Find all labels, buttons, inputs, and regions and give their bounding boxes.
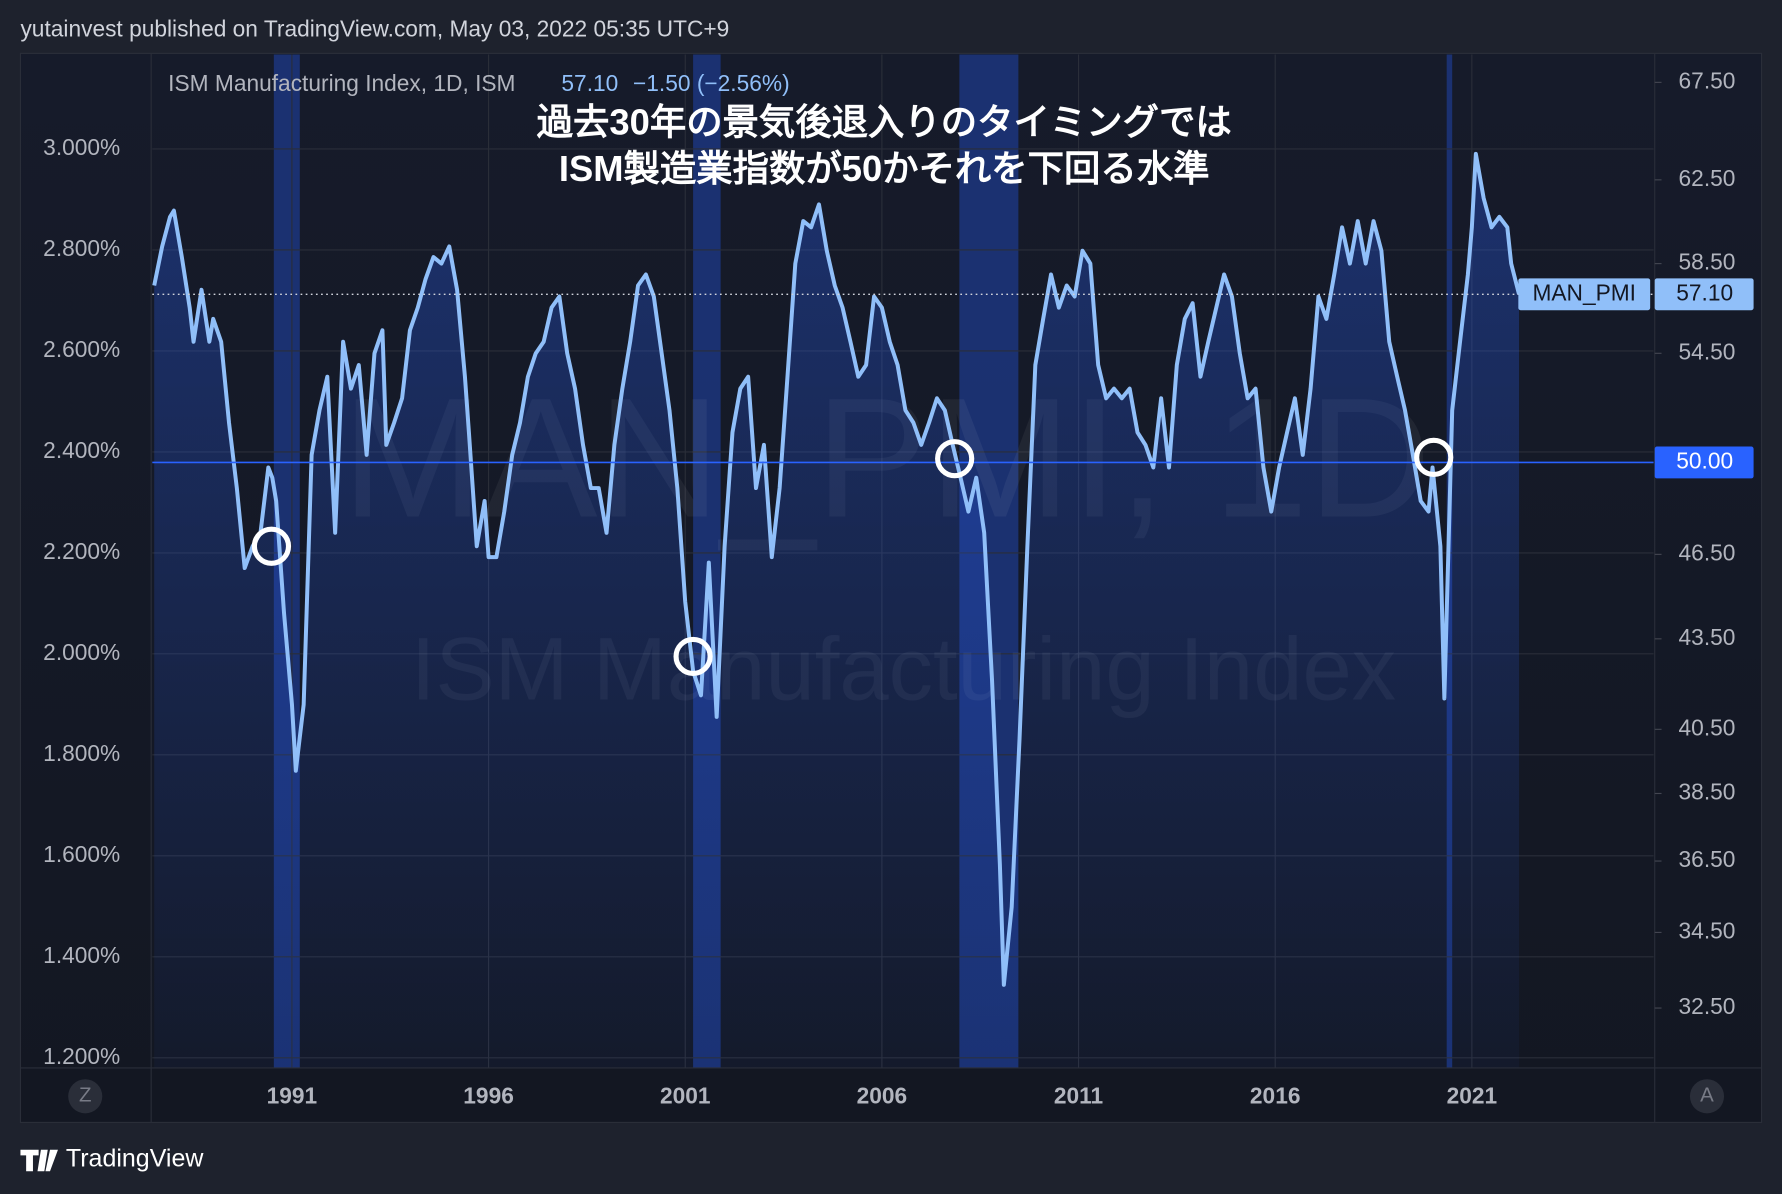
line — [152, 151, 1521, 987]
y-tick-label: 38.50 — [1679, 778, 1736, 804]
annotation: 過去30年の景気後退入りのタイミングでは — [537, 102, 1232, 143]
y2-tick-label: 2.600% — [43, 336, 120, 362]
marker-circle — [251, 526, 292, 566]
legend-change: −1.50 (−2.56%) — [633, 70, 790, 96]
y-tick-label: 67.50 — [1679, 67, 1736, 93]
last-value-label: 57.10 — [1676, 279, 1733, 305]
button-a-label[interactable]: A — [1700, 1084, 1714, 1107]
button-z[interactable] — [68, 1079, 103, 1114]
legend-name: ISM Manufacturing Index, 1D, ISM — [168, 70, 515, 96]
button-z-label[interactable]: Z — [79, 1084, 91, 1107]
last-value-badge — [1654, 278, 1754, 311]
x-tick-label: 1991 — [267, 1082, 318, 1108]
x-tick-label: 2016 — [1250, 1082, 1301, 1108]
marker-circle — [1414, 437, 1454, 477]
x-tick-label: 2006 — [857, 1082, 908, 1108]
x-tick-label: 2011 — [1054, 1082, 1103, 1108]
y-tick-label: 36.50 — [1679, 846, 1736, 872]
y2-tick-label: 1.600% — [43, 841, 120, 867]
legend-last: 57.10 — [561, 70, 618, 96]
series-name-label: MAN_PMI — [1532, 279, 1636, 305]
y2-tick-label: 2.400% — [43, 437, 120, 463]
tradingview-logo — [20, 1149, 58, 1172]
area-fill — [154, 153, 1520, 1068]
marker-circle — [935, 439, 975, 479]
series-name-badge — [1518, 278, 1651, 311]
y2-tick-label: 1.200% — [43, 1043, 120, 1069]
y-tick-label: 34.50 — [1679, 917, 1736, 943]
x-tick-label: 2001 — [660, 1082, 711, 1108]
y-tick-label: 43.50 — [1679, 624, 1736, 650]
x-tick-label: 1996 — [463, 1082, 514, 1108]
header: yutainvest published on TradingView.com,… — [20, 16, 729, 42]
plot-area: MAN_PMI, 1DISM Manufacturing Index過去30年の… — [152, 54, 1654, 1068]
level-badge-label: 50.00 — [1676, 447, 1733, 473]
y2-tick-label: 2.800% — [43, 235, 120, 261]
y2-tick-label: 1.400% — [43, 942, 120, 968]
y-tick-label: 46.50 — [1679, 539, 1736, 565]
y2-tick-label: 2.000% — [43, 639, 120, 665]
y2-tick-label: 3.000% — [43, 134, 120, 160]
y2-tick-label: 1.800% — [43, 740, 120, 766]
marker-circle — [673, 636, 713, 677]
level-badge — [1654, 446, 1754, 479]
x-tick-label: 2021 — [1447, 1082, 1498, 1108]
y-tick-label: 58.50 — [1679, 249, 1736, 275]
annotation: ISM製造業指数が50かそれを下回る水準 — [559, 148, 1210, 189]
footer: TradingView — [66, 1145, 204, 1173]
y-tick-label: 32.50 — [1679, 993, 1736, 1019]
y-tick-label: 40.50 — [1679, 714, 1736, 740]
y2-tick-label: 2.200% — [43, 538, 120, 564]
y-tick-label: 62.50 — [1679, 165, 1736, 191]
y-tick-label: 54.50 — [1679, 338, 1736, 364]
button-a[interactable] — [1689, 1079, 1725, 1114]
